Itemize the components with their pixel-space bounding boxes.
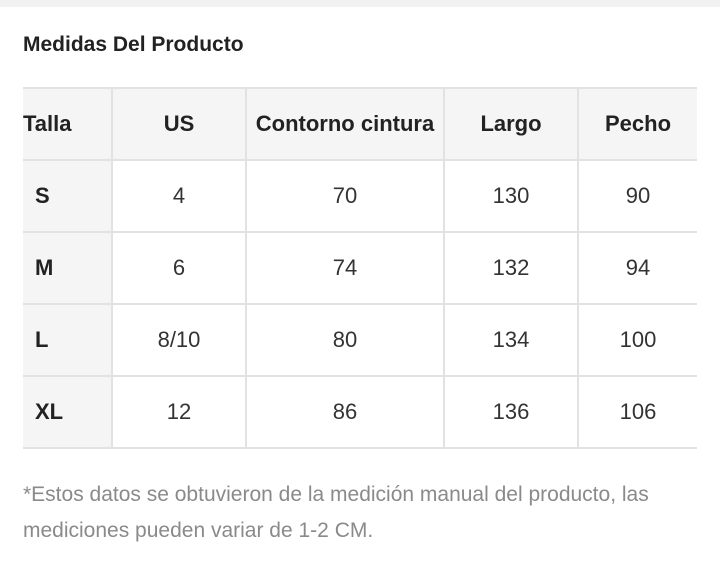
- table-cell: 74: [245, 231, 445, 305]
- measurement-disclaimer: *Estos datos se obtuvieron de la medició…: [23, 483, 649, 542]
- header-contorno-cintura: Contorno cintura: [245, 87, 445, 161]
- table-cell: 100: [577, 303, 697, 377]
- table-cell: 136: [443, 375, 579, 449]
- table-cell: 70: [245, 159, 445, 233]
- size-label: M: [23, 231, 113, 305]
- size-label: S: [23, 159, 113, 233]
- table-header-row: Talla US Contorno cintura Largo Pecho: [23, 87, 697, 161]
- table-cell: 132: [443, 231, 579, 305]
- header-largo: Largo: [443, 87, 579, 161]
- table-cell: 130: [443, 159, 579, 233]
- table-cell: 8/10: [111, 303, 247, 377]
- table-cell: 80: [245, 303, 445, 377]
- table-cell: 106: [577, 375, 697, 449]
- table-cell: 4: [111, 159, 247, 233]
- header-talla: Talla: [23, 87, 113, 161]
- size-label: XL: [23, 375, 113, 449]
- table-cell: 134: [443, 303, 579, 377]
- table-row: M 6 74 132 94: [23, 231, 697, 305]
- header-us: US: [111, 87, 247, 161]
- table-cell: 6: [111, 231, 247, 305]
- table-row: L 8/10 80 134 100: [23, 303, 697, 377]
- size-chart-table: Talla US Contorno cintura Largo Pecho S …: [23, 87, 697, 449]
- top-divider-band: [0, 0, 720, 7]
- table-row: XL 12 86 136 106: [23, 375, 697, 449]
- table-cell: 94: [577, 231, 697, 305]
- table-cell: 12: [111, 375, 247, 449]
- header-pecho: Pecho: [577, 87, 697, 161]
- size-label: L: [23, 303, 113, 377]
- table-row: S 4 70 130 90: [23, 159, 697, 233]
- table-cell: 90: [577, 159, 697, 233]
- table-cell: 86: [245, 375, 445, 449]
- section-title: Medidas Del Producto: [23, 33, 244, 56]
